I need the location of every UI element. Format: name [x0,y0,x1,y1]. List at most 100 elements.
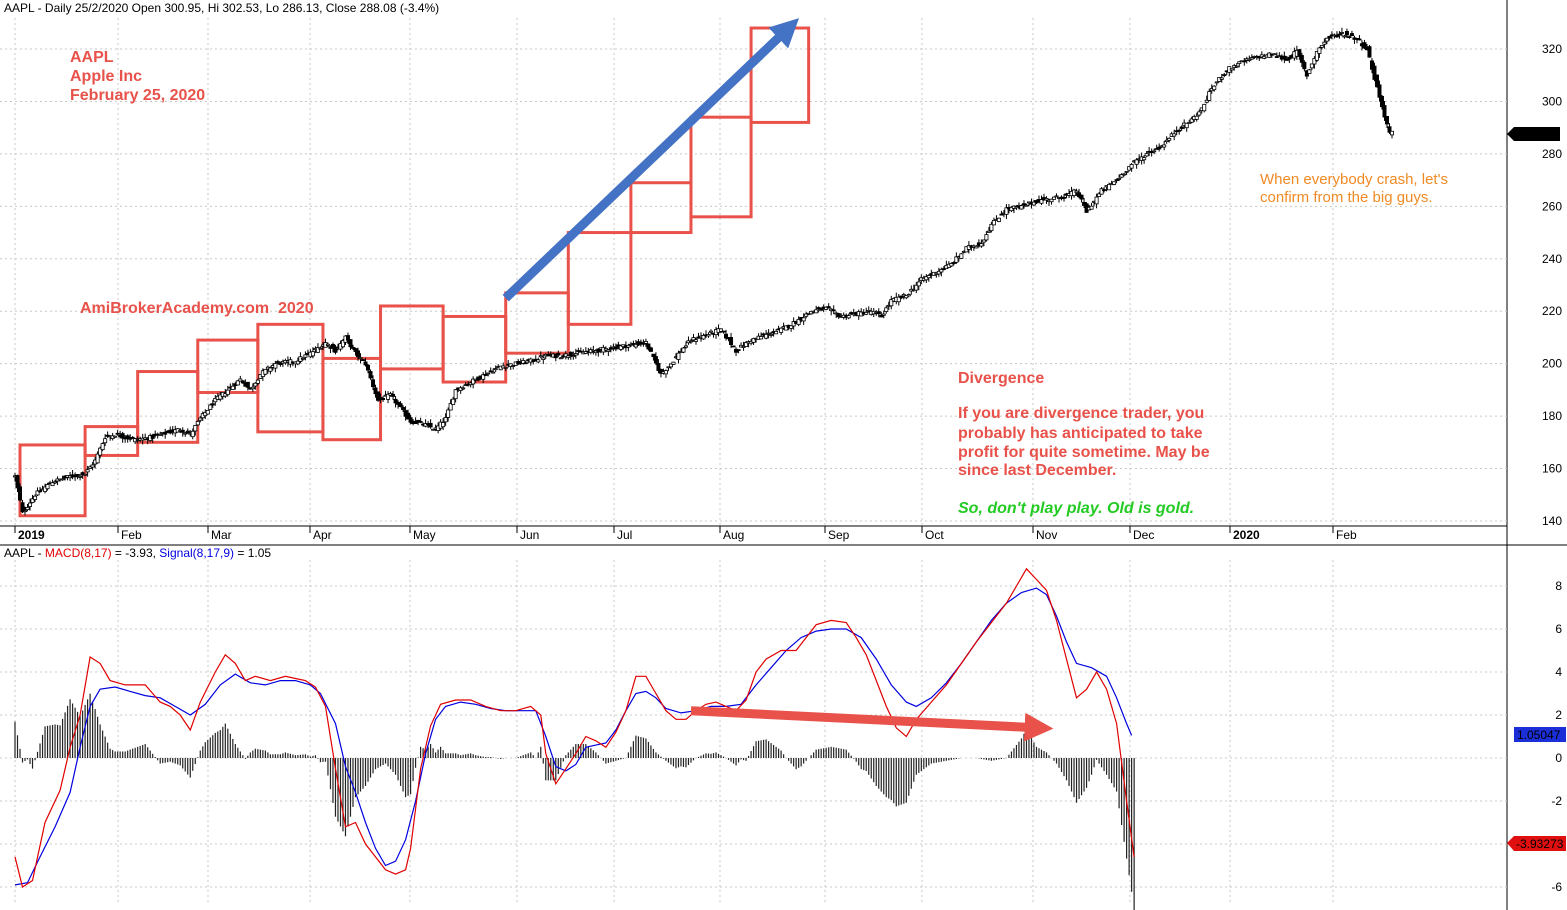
candle [1234,63,1239,69]
candle [681,346,686,354]
candle-body [751,338,756,343]
candle-body [1242,60,1247,63]
candle [906,293,911,298]
candle-body [368,371,373,379]
candle [618,344,623,352]
candle-body [884,307,889,312]
candle [904,295,909,300]
candle [1347,35,1352,39]
candle-body [648,347,653,352]
candle-body [879,314,884,318]
candle [538,351,543,359]
candle [453,389,458,403]
candle [1049,198,1054,205]
range-box [689,115,753,219]
signal-value: = 1.05 [234,546,271,560]
candle-body [1142,157,1147,161]
price-pane-ohlc: - Daily 25/2/2020 Open 300.95, Hi 302.53… [34,1,439,15]
candle [1249,54,1254,61]
candle-body [1212,85,1217,91]
candle-body [1162,144,1167,148]
candle [613,343,618,352]
candle-body [1390,130,1395,136]
candle-body [193,425,198,432]
candle-body [926,275,931,279]
candle-body [210,403,215,406]
candle [651,353,656,361]
crash-note-line-1: When everybody crash, let's [1260,171,1448,188]
candle [688,338,693,344]
candle-body [986,230,991,233]
candle [996,217,1001,223]
candle [318,346,323,350]
candle-body [183,432,188,435]
candle [355,347,360,361]
candle-body [1319,45,1324,48]
candle [916,278,921,291]
candle [691,333,696,342]
candle [706,332,711,338]
candle [303,351,308,361]
candle [493,365,498,373]
candle [531,358,536,365]
candle [1052,196,1057,200]
candle-body [959,253,964,259]
candle [245,381,250,391]
signal-badge-value: 1.05047 [1517,728,1561,742]
candle [268,366,273,375]
candle-body [643,341,648,344]
month-label: Feb [121,528,142,542]
candle-body [566,355,571,358]
candle-body [984,234,989,241]
candle [774,329,779,335]
candle [1194,112,1199,122]
candle-body [98,447,103,456]
candle [521,357,526,365]
candle-body [371,379,376,388]
candle-body [401,407,406,410]
range-box [629,181,693,235]
candle-body [924,276,929,281]
candle-body [996,217,1001,222]
candle-body [1189,118,1194,123]
candle [363,357,368,367]
candle [20,499,25,514]
candle [744,340,749,347]
candle-body [413,421,418,425]
price-tick-label: 220 [1542,304,1562,318]
candle [275,359,280,365]
candle-body [158,434,163,436]
candle [50,479,55,487]
candle [235,380,240,386]
candle [183,431,188,437]
candle-body [493,368,498,371]
candle-body [881,313,886,316]
candle-body [563,353,568,358]
candle [899,295,904,300]
trend-arrow-price [502,18,800,302]
candle-body [693,339,698,342]
candle-body [1344,30,1349,36]
candle-body [20,502,25,513]
candle [1387,123,1392,134]
candle-body [391,393,396,397]
candle-body [906,294,911,297]
candle [646,343,651,351]
annotation-company: Apple Inc [70,68,142,85]
candle-body [764,333,769,339]
range-box [18,443,87,518]
candle [1162,140,1167,151]
candle [1390,130,1395,139]
candle-body [1297,49,1302,57]
candle-body [558,357,563,360]
candle [1119,173,1124,179]
candle-body [1062,196,1067,199]
candle-body [536,359,541,363]
candle-body [325,343,330,346]
macd-tick-label: 0 [1555,751,1562,765]
divergence-line-2: probably has anticipated to take [958,425,1203,442]
candle [418,417,423,424]
candle [295,357,300,366]
candle-body [1039,199,1044,204]
candle-body [671,361,676,365]
